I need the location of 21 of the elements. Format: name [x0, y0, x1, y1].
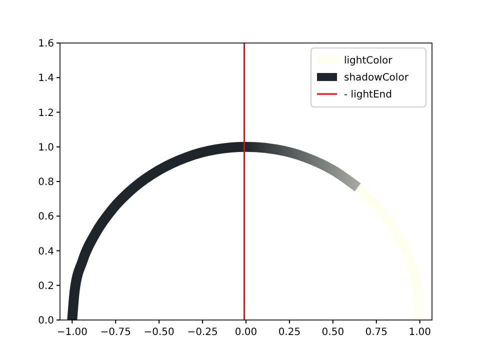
- y-tick-label: 1.2: [38, 108, 54, 119]
- y-tick-label: 0.0: [38, 316, 54, 326]
- y-tick-label: 1.4: [38, 73, 54, 84]
- y-tick-label: 0.2: [38, 280, 54, 292]
- x-tick-label: −0.75: [100, 327, 131, 338]
- y-tick-label: 1.6: [38, 38, 54, 50]
- x-tick-label: 1.00: [408, 327, 431, 338]
- y-tick-label: 1.0: [38, 142, 54, 154]
- x-tick-label: 0.25: [278, 327, 301, 338]
- legend-label: lightColor: [344, 56, 394, 66]
- x-tick-label: −1.00: [56, 327, 88, 338]
- x-tick-label: 0.50: [322, 327, 344, 338]
- y-tick-label: 0.6: [38, 212, 54, 223]
- x-tick-label: 0.75: [365, 327, 388, 338]
- legend-label: shadowColor: [344, 72, 410, 84]
- y-tick-label: 0.4: [38, 246, 54, 258]
- x-tick-label: −0.50: [144, 327, 174, 338]
- x-tick-label: 0.00: [234, 327, 258, 338]
- legend-label: - lightEnd: [344, 90, 392, 100]
- x-tick-label: −0.25: [187, 327, 218, 338]
- y-tick-label: 0.8: [38, 177, 54, 188]
